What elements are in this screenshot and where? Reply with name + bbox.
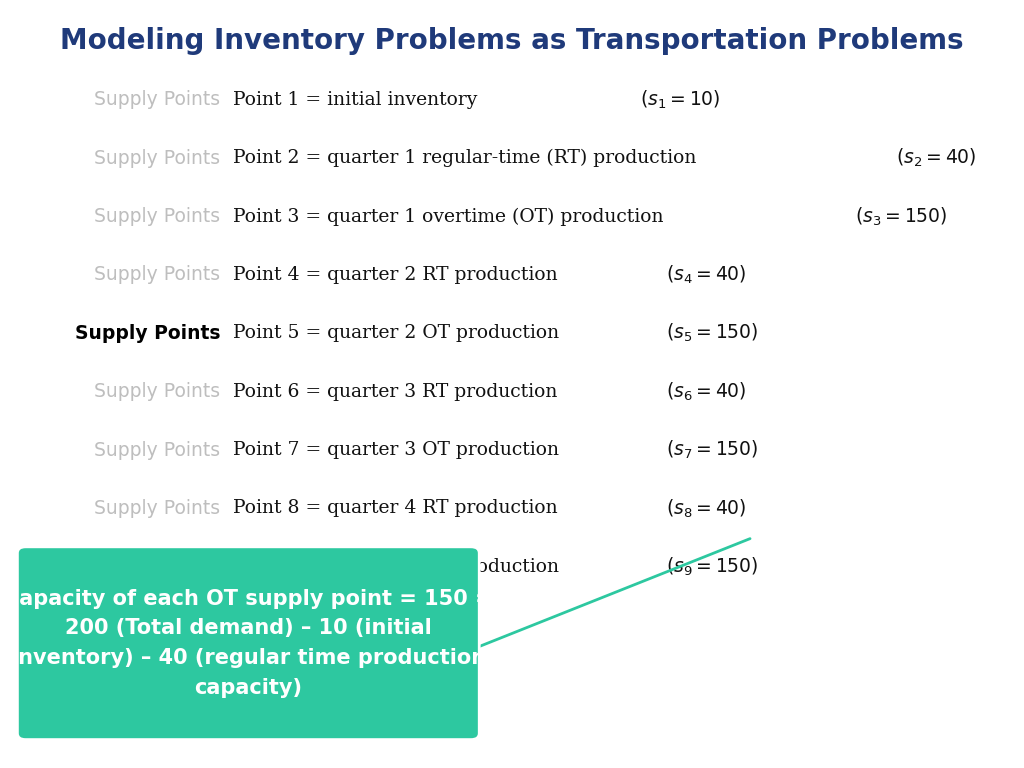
- Text: Capacity of each OT supply point = 150 =
200 (Total demand) – 10 (initial
invent: Capacity of each OT supply point = 150 =…: [4, 589, 493, 697]
- Text: Point 1 = initial inventory: Point 1 = initial inventory: [233, 91, 478, 109]
- Text: Point 6 = quarter 3 RT production: Point 6 = quarter 3 RT production: [233, 382, 558, 401]
- Text: $(s_1 = 10)$: $(s_1 = 10)$: [640, 88, 721, 111]
- Text: Supply Points: Supply Points: [94, 207, 220, 226]
- Text: Point 2 = quarter 1 regular-time (RT) production: Point 2 = quarter 1 regular-time (RT) pr…: [233, 149, 697, 167]
- Text: Supply Points: Supply Points: [94, 499, 220, 518]
- FancyBboxPatch shape: [17, 547, 479, 740]
- Text: Supply Points: Supply Points: [94, 91, 220, 109]
- Text: Supply Points: Supply Points: [75, 324, 220, 343]
- Text: $(s_7 = 150)$: $(s_7 = 150)$: [666, 439, 758, 462]
- Text: $(s_8 = 40)$: $(s_8 = 40)$: [666, 497, 746, 520]
- Text: $(s_2 = 40)$: $(s_2 = 40)$: [896, 147, 977, 170]
- Text: $(s_4 = 40)$: $(s_4 = 40)$: [666, 263, 746, 286]
- Text: Point 4 = quarter 2 RT production: Point 4 = quarter 2 RT production: [233, 266, 558, 284]
- Text: Supply Points: Supply Points: [94, 441, 220, 459]
- Text: Supply Points: Supply Points: [94, 266, 220, 284]
- Text: $(s_5 = 150)$: $(s_5 = 150)$: [666, 322, 758, 345]
- Text: Point 9 = quarter 4 OT production: Point 9 = quarter 4 OT production: [233, 558, 559, 576]
- Text: $(s_9 = 150)$: $(s_9 = 150)$: [666, 555, 758, 578]
- Text: Point 3 = quarter 1 overtime (OT) production: Point 3 = quarter 1 overtime (OT) produc…: [233, 207, 664, 226]
- Text: Point 5 = quarter 2 OT production: Point 5 = quarter 2 OT production: [233, 324, 559, 343]
- Text: Supply Points: Supply Points: [94, 382, 220, 401]
- Text: Supply Points: Supply Points: [94, 558, 220, 576]
- Text: $(s_3 = 150)$: $(s_3 = 150)$: [855, 205, 947, 228]
- Text: Point 7 = quarter 3 OT production: Point 7 = quarter 3 OT production: [233, 441, 559, 459]
- Text: Supply Points: Supply Points: [94, 149, 220, 167]
- Text: $(s_6 = 40)$: $(s_6 = 40)$: [666, 380, 746, 403]
- Text: Modeling Inventory Problems as Transportation Problems: Modeling Inventory Problems as Transport…: [60, 27, 964, 55]
- Text: Point 8 = quarter 4 RT production: Point 8 = quarter 4 RT production: [233, 499, 558, 518]
